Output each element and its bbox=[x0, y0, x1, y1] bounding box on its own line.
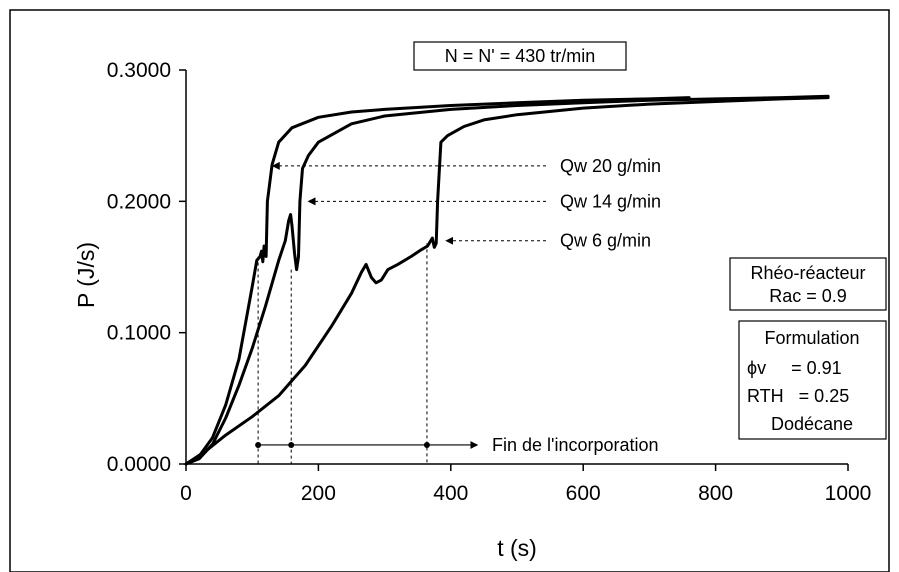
incorporation-marker bbox=[288, 441, 295, 448]
x-tick-label: 200 bbox=[301, 482, 336, 505]
formulation-solvent: Dodécane bbox=[771, 414, 853, 434]
y-axis-title: P (J/s) bbox=[73, 242, 99, 308]
reactor-frame bbox=[729, 257, 887, 311]
series-label: Qw 20 g/min bbox=[560, 156, 661, 176]
formulation-box: Formulation ϕv = 0.91 RTH = 0.25 Dodécan… bbox=[738, 320, 887, 440]
series-label: Qw 14 g/min bbox=[560, 191, 661, 211]
series-line-1 bbox=[184, 94, 830, 466]
x-tick-label: 0 bbox=[180, 482, 192, 505]
plot-area: 0.0000 0.1000 0.2000 0.3000 0 200 400 600 800 100… bbox=[73, 59, 871, 561]
x-axis-title: t (s) bbox=[497, 535, 537, 561]
y-tick-label: 0.2000 bbox=[107, 190, 171, 213]
y-tick-label: 0.3000 bbox=[107, 59, 171, 82]
y-tick-label: 0.0000 bbox=[107, 453, 171, 476]
incorporation-marker bbox=[255, 441, 262, 448]
formulation-frame bbox=[738, 320, 887, 440]
annotations: Qw 20 g/min Qw 14 g/min Qw 6 g/min Fin de l… bbox=[255, 156, 661, 464]
chart-title: N = N' = 430 tr/min bbox=[445, 46, 596, 66]
x-tick-label: 1000 bbox=[825, 482, 872, 505]
title-frame bbox=[413, 41, 627, 71]
incorporation-marker bbox=[423, 441, 430, 448]
reactor-box: Rhéo-réacteur Rac = 0.9 bbox=[729, 257, 887, 311]
incorporation-label: Fin de l'incorporation bbox=[492, 435, 659, 455]
formulation-rth: RTH = 0.25 bbox=[747, 386, 849, 406]
series-label: Qw 6 g/min bbox=[560, 231, 651, 251]
x-tick-label: 600 bbox=[566, 482, 601, 505]
x-tick-label: 800 bbox=[698, 482, 733, 505]
title-box: N = N' = 430 tr/min bbox=[413, 41, 627, 71]
x-tick-label: 400 bbox=[433, 482, 468, 505]
reactor-ratio: Rac = 0.9 bbox=[769, 286, 847, 306]
formulation-phi: ϕv = 0.91 bbox=[747, 358, 842, 378]
y-tick-label: 0.1000 bbox=[107, 322, 171, 345]
series-line-0 bbox=[184, 96, 691, 466]
series-line-2 bbox=[184, 96, 830, 466]
reactor-name: Rhéo-réacteur bbox=[750, 263, 865, 283]
formulation-title: Formulation bbox=[764, 328, 859, 348]
